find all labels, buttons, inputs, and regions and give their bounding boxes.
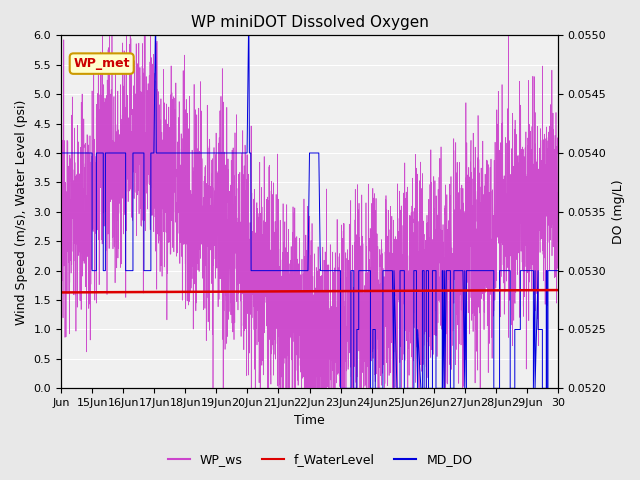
Y-axis label: DO (mg/L): DO (mg/L) (612, 180, 625, 244)
Text: WP_met: WP_met (74, 57, 130, 70)
Legend: WP_ws, f_WaterLevel, MD_DO: WP_ws, f_WaterLevel, MD_DO (163, 448, 477, 471)
X-axis label: Time: Time (294, 414, 325, 427)
Title: WP miniDOT Dissolved Oxygen: WP miniDOT Dissolved Oxygen (191, 15, 428, 30)
Y-axis label: Wind Speed (m/s), Water Level (psi): Wind Speed (m/s), Water Level (psi) (15, 99, 28, 324)
